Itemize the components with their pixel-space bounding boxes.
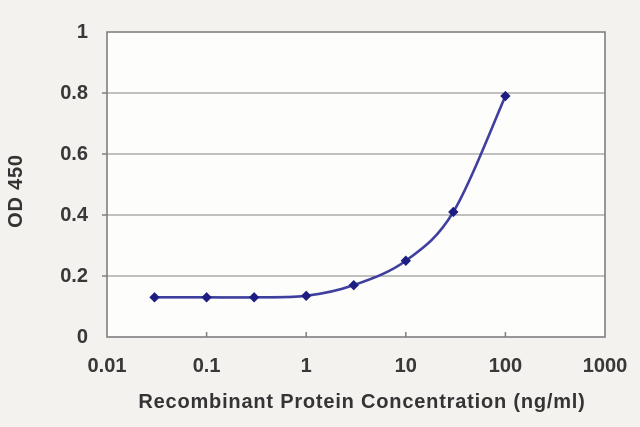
x-tick-label: 10 [394,355,417,377]
x-tick-label: 100 [488,355,523,377]
data-point-marker [201,292,212,303]
data-point-marker [400,255,411,266]
data-point-marker [348,279,359,291]
data-point-marker [301,290,312,302]
series-line [154,95,507,299]
y-tick-label: 0.4 [60,204,88,226]
x-axis-title: Recombinant Protein Concentration (ng/ml… [138,391,586,413]
x-tick-label: 0.1 [192,355,221,377]
y-tick-label: 0.2 [60,265,88,287]
x-tick-label: 1000 [582,355,628,377]
data-point-marker [448,206,459,218]
x-tick-label: 1 [300,355,312,377]
data-point-marker [248,292,260,303]
data-point-marker [500,90,511,102]
y-tick-label: 1 [76,21,88,43]
y-tick-label: 0.6 [60,143,88,165]
y-tick-label: 0.8 [60,82,88,104]
data-point-marker [149,292,160,303]
x-tick-label: 0.01 [87,355,127,377]
y-tick-label: 0 [76,326,88,348]
y-axis-title: OD 450 [5,154,27,228]
